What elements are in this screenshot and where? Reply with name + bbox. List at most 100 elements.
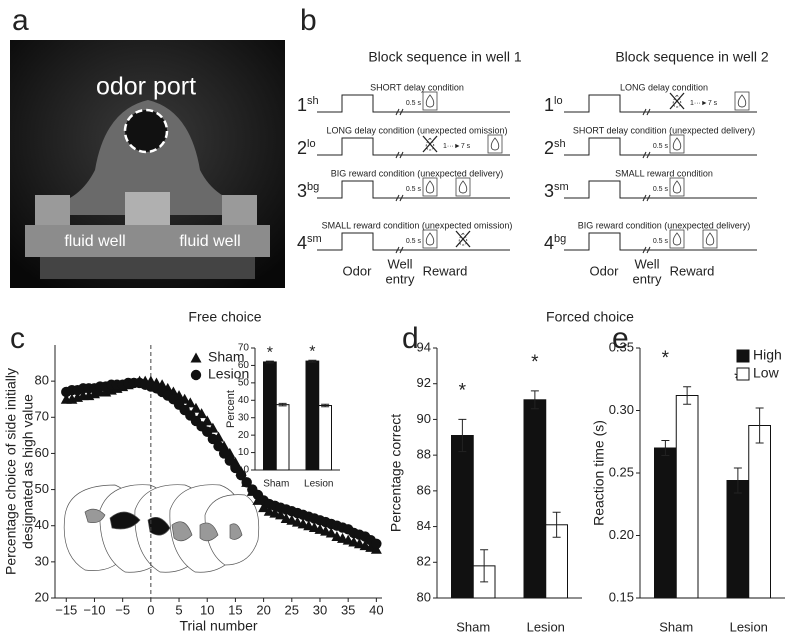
epoch-label: Well — [387, 256, 412, 271]
condition: LONG delay condition (unexpected omissio… — [326, 125, 507, 135]
reward-drop — [672, 232, 682, 246]
legend-label: Lesion — [208, 366, 249, 382]
y-axis-label: designated as high value — [20, 394, 36, 549]
bar — [263, 361, 277, 471]
block-tag: sm — [307, 233, 322, 245]
condition: SHORT delay condition — [370, 82, 464, 92]
y-tick-label: 92 — [417, 375, 431, 390]
error-bar — [480, 549, 489, 583]
condition: SMALL reward condition (unexpected omiss… — [322, 220, 513, 230]
block-number: 2 — [297, 138, 307, 158]
block-tag: sm — [554, 181, 569, 193]
brain-sections — [63, 484, 260, 573]
x-tick-label: Sham — [263, 479, 289, 490]
block-label: 4bg — [544, 233, 566, 253]
x-tick-label: 5 — [175, 602, 182, 617]
bar — [451, 435, 474, 599]
break — [642, 108, 651, 116]
y-axis-label: Reaction time (s) — [591, 420, 607, 526]
trace — [564, 137, 757, 156]
y-tick-label: 0.15 — [609, 589, 634, 604]
marker — [325, 527, 337, 538]
delay: 0.5 s — [653, 238, 669, 245]
panel-label: b — [300, 4, 317, 37]
trace — [317, 232, 510, 251]
epoch-label: Well — [634, 256, 659, 271]
y-tick-label: 40 — [35, 517, 49, 532]
block-label: 3bg — [297, 181, 319, 201]
y-tick-label: 30 — [238, 412, 250, 423]
significance: * — [309, 343, 315, 360]
legend-label: Sham — [208, 349, 245, 365]
block-tag: sh — [554, 138, 566, 150]
reward-drop — [705, 232, 715, 246]
error-bar — [733, 467, 742, 494]
y-tick-label: 10 — [238, 447, 250, 458]
marker — [218, 448, 230, 459]
delay: 1···►7 s — [690, 100, 718, 107]
block-tag: sh — [307, 95, 319, 107]
y-tick-label: 0.25 — [609, 464, 634, 479]
marker — [202, 426, 213, 437]
block-number: 1 — [544, 95, 554, 115]
port-plate — [50, 100, 250, 215]
reward-drop — [672, 94, 682, 108]
x-tick-label: −15 — [55, 602, 77, 617]
break — [642, 151, 651, 159]
condition: SMALL reward condition — [615, 168, 713, 178]
marker — [275, 509, 287, 520]
block-number: 4 — [297, 233, 307, 253]
error-bar — [321, 403, 330, 408]
delay: 1···►7 s — [443, 143, 471, 150]
reward-drop — [672, 137, 682, 151]
y-tick-label: 0.20 — [609, 527, 634, 542]
x-axis-label: Trial number — [179, 618, 257, 634]
bar — [654, 447, 677, 599]
reward-drop — [490, 137, 500, 151]
condition: LONG delay condition — [620, 82, 708, 92]
x-tick-label: Lesion — [527, 619, 565, 634]
error-bar — [530, 390, 539, 410]
block-label: 1lo — [544, 95, 563, 115]
marker — [213, 441, 224, 452]
y-tick-label: 20 — [238, 430, 250, 441]
y-tick-label: 30 — [35, 553, 49, 568]
block-number: 4 — [544, 233, 554, 253]
omission-cross — [422, 135, 438, 153]
bar — [305, 360, 320, 471]
well-label: fluid well — [179, 233, 240, 250]
epoch-label: Odor — [343, 263, 373, 278]
trace — [564, 180, 757, 199]
x-tick-label: 25 — [285, 602, 299, 617]
block-number: 1 — [297, 95, 307, 115]
block-tag: lo — [554, 95, 563, 107]
well-icon — [422, 177, 438, 197]
reward-drop — [425, 94, 435, 108]
y-tick-label: 70 — [35, 409, 49, 424]
bar — [318, 405, 332, 471]
well-icon — [669, 177, 685, 197]
block-label: 4sm — [297, 233, 322, 253]
epoch-label: Reward — [423, 263, 468, 278]
block-tag: bg — [307, 181, 319, 193]
bar — [675, 395, 699, 599]
x-tick-label: 15 — [228, 602, 242, 617]
bar — [726, 480, 750, 599]
error-bar — [552, 511, 561, 538]
condition: BIG reward condition (unexpected deliver… — [331, 168, 504, 178]
significance: * — [531, 352, 539, 373]
well-icon — [455, 177, 471, 197]
significance: * — [459, 380, 467, 401]
well-icon — [422, 91, 438, 111]
block — [222, 195, 257, 227]
error-bar — [278, 402, 287, 407]
well-bar — [25, 225, 270, 257]
panel-label: d — [402, 322, 419, 355]
x-tick-label: Sham — [456, 619, 490, 634]
delay: 0.5 s — [653, 186, 669, 193]
y-tick-label: 80 — [35, 373, 49, 388]
x-tick-label: 30 — [313, 602, 327, 617]
y-tick-label: 60 — [238, 360, 250, 371]
y-tick-label: 86 — [417, 482, 431, 497]
error-bar — [755, 407, 764, 444]
